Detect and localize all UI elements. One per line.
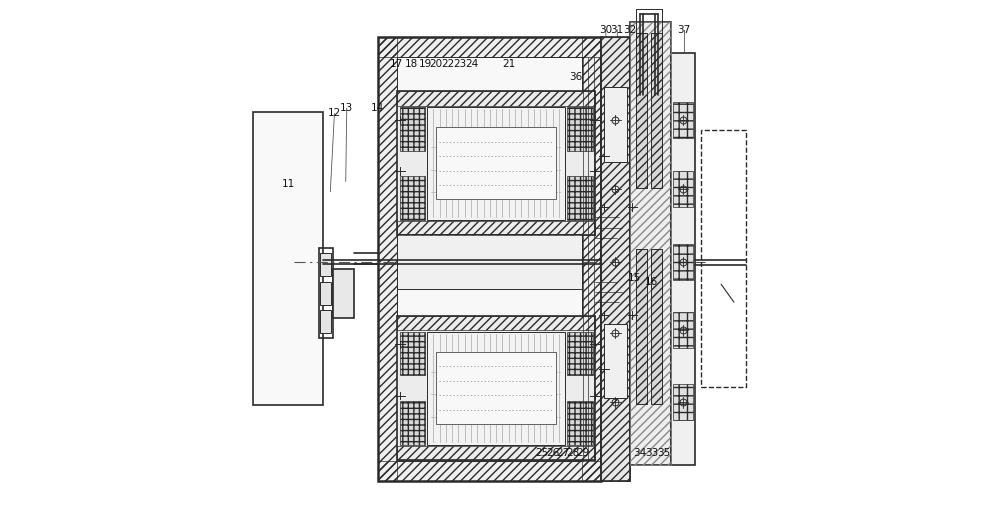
Bar xyxy=(378,37,601,57)
Bar xyxy=(378,37,601,481)
Bar xyxy=(673,312,693,348)
Bar xyxy=(630,22,671,465)
Bar xyxy=(567,176,593,220)
Text: 24: 24 xyxy=(465,59,478,69)
Bar xyxy=(397,446,595,460)
Bar xyxy=(636,249,647,403)
Text: 18: 18 xyxy=(405,59,418,69)
Text: 15: 15 xyxy=(628,273,641,283)
Bar xyxy=(397,57,582,461)
Bar xyxy=(427,107,565,220)
Text: 35: 35 xyxy=(657,448,670,458)
Bar xyxy=(436,352,556,424)
Bar xyxy=(673,102,693,138)
Bar xyxy=(567,107,593,150)
Text: 37: 37 xyxy=(677,25,691,35)
Text: 17: 17 xyxy=(390,59,403,69)
Bar xyxy=(400,401,425,445)
Text: 23: 23 xyxy=(453,59,467,69)
Text: 34: 34 xyxy=(633,448,646,458)
Bar xyxy=(701,130,746,387)
Bar xyxy=(378,37,397,481)
Bar xyxy=(320,253,331,277)
Bar xyxy=(397,316,595,330)
Text: 33: 33 xyxy=(645,448,658,458)
Text: 11: 11 xyxy=(282,179,295,189)
Text: 30: 30 xyxy=(599,25,612,35)
Bar xyxy=(436,127,556,200)
Text: 16: 16 xyxy=(645,277,658,286)
Bar xyxy=(673,244,693,280)
Bar xyxy=(673,171,693,207)
Text: 28: 28 xyxy=(566,448,580,458)
Bar xyxy=(319,248,333,338)
Bar xyxy=(567,401,593,445)
Bar xyxy=(397,92,595,235)
Bar xyxy=(378,461,601,481)
Bar xyxy=(651,249,662,403)
Bar xyxy=(671,53,695,465)
Bar xyxy=(567,331,593,375)
Text: 22: 22 xyxy=(441,59,454,69)
Text: 12: 12 xyxy=(328,109,341,118)
Bar xyxy=(427,331,565,445)
Bar xyxy=(397,316,595,460)
Text: 20: 20 xyxy=(429,59,442,69)
Text: 19: 19 xyxy=(419,59,432,69)
Text: 21: 21 xyxy=(503,59,516,69)
Bar xyxy=(651,33,662,188)
Bar xyxy=(604,324,627,399)
Bar xyxy=(400,176,425,220)
Text: 36: 36 xyxy=(569,72,583,83)
Text: 26: 26 xyxy=(546,448,559,458)
Bar xyxy=(601,37,630,481)
Bar xyxy=(397,221,595,235)
Bar xyxy=(630,22,671,465)
Bar xyxy=(320,282,331,305)
Bar xyxy=(400,331,425,375)
Text: 14: 14 xyxy=(371,103,384,113)
Bar xyxy=(333,269,354,317)
Text: 32: 32 xyxy=(623,25,636,35)
Text: 25: 25 xyxy=(536,448,549,458)
Bar xyxy=(253,112,323,405)
Bar xyxy=(400,107,425,150)
Text: 13: 13 xyxy=(340,103,353,113)
Bar xyxy=(604,87,627,162)
Text: 31: 31 xyxy=(611,25,624,35)
Bar xyxy=(673,385,693,420)
Bar xyxy=(601,37,630,481)
Text: 27: 27 xyxy=(556,448,569,458)
Bar xyxy=(397,234,582,290)
Bar xyxy=(397,92,595,106)
Bar xyxy=(582,37,601,481)
Bar xyxy=(636,33,647,188)
Bar xyxy=(320,310,331,333)
Text: 29: 29 xyxy=(577,448,590,458)
